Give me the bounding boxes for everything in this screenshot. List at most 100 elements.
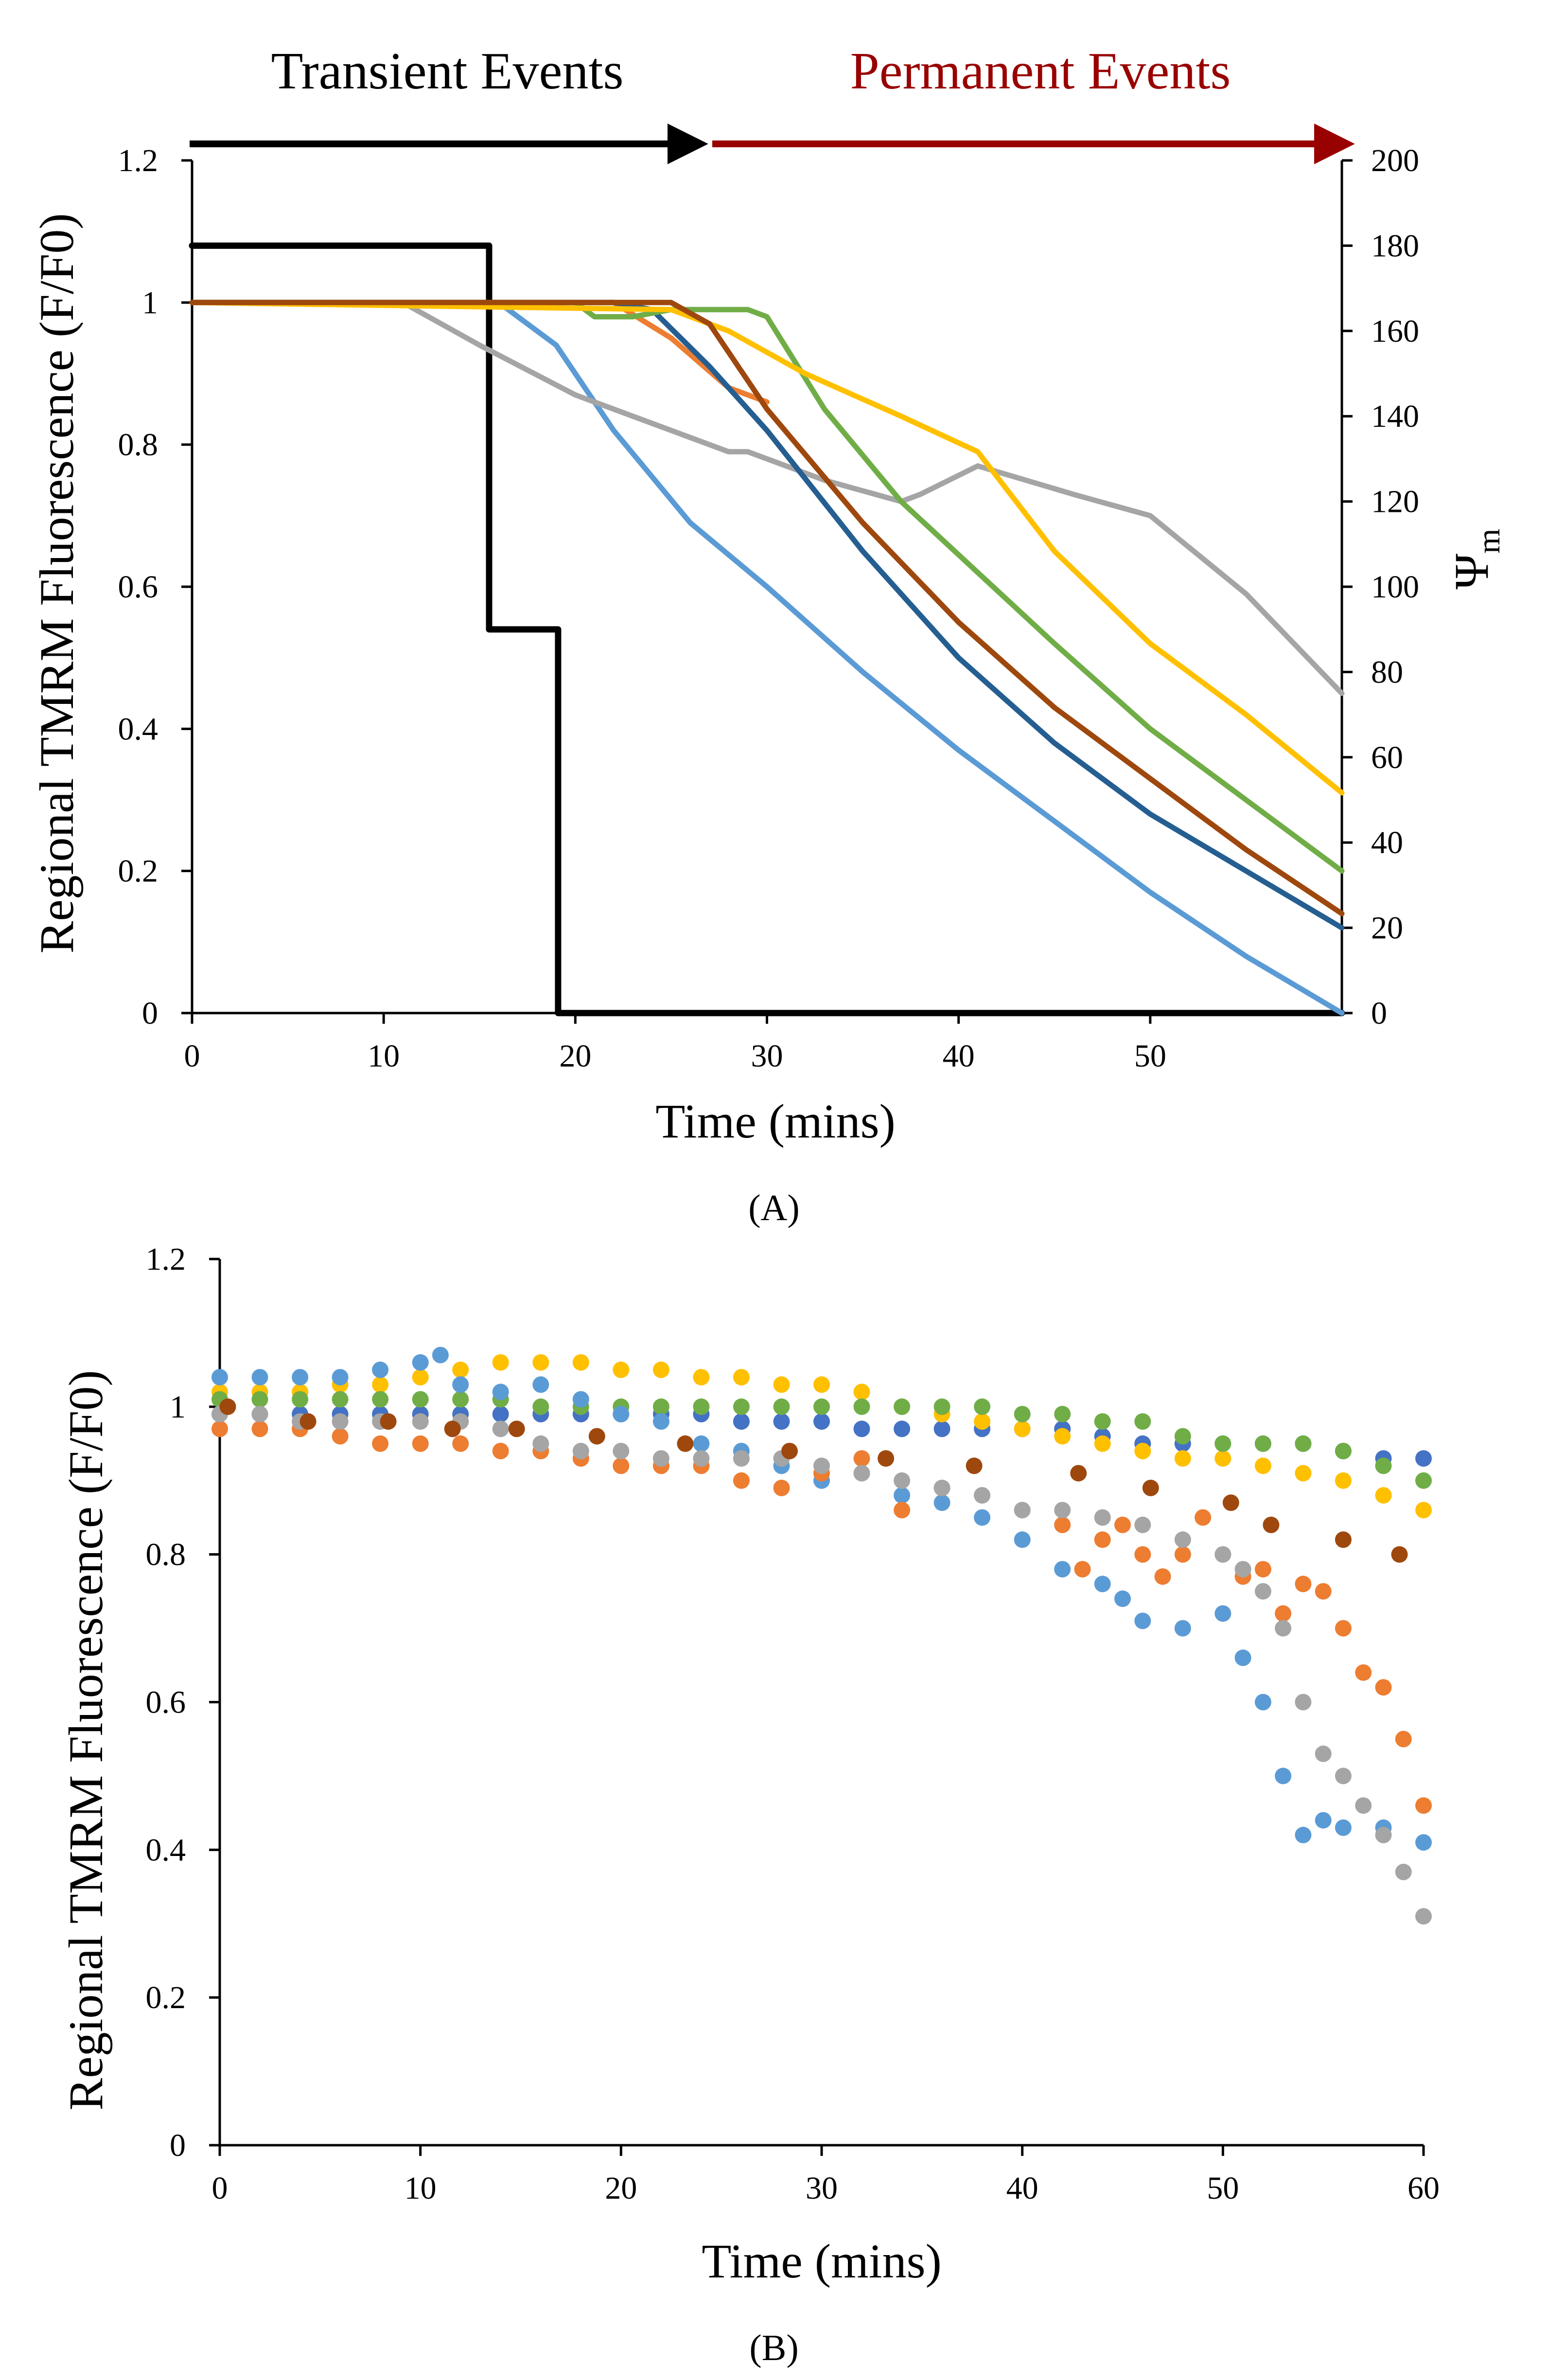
data-point-gray (652, 1450, 669, 1467)
data-point-light-blue (652, 1413, 669, 1430)
data-point-light-blue (211, 1369, 228, 1386)
panel-b-label: (B) (749, 2328, 798, 2368)
series-line-green (189, 299, 1345, 874)
data-point-orange (1074, 1561, 1091, 1578)
series-green (211, 1391, 1432, 1489)
x-tick-label: 10 (405, 2170, 437, 2206)
x-tick-label: 40 (943, 1038, 975, 1074)
y2-tick-label: 20 (1371, 910, 1403, 946)
data-point-light-blue (1275, 1768, 1292, 1785)
y-tick-label: 0.4 (146, 1832, 186, 1868)
series-line-gray (189, 299, 1345, 696)
chart-b-axes (209, 1258, 1425, 2156)
data-point-light-blue (613, 1406, 630, 1422)
data-point-orange (1054, 1516, 1071, 1533)
permanent-events-label: Permanent Events (850, 42, 1231, 100)
data-point-gray (1174, 1531, 1191, 1548)
series-yellow (211, 1354, 1432, 1519)
y2-tick-label: 160 (1371, 314, 1419, 349)
data-point-yellow (1174, 1450, 1191, 1467)
data-point-green (1014, 1406, 1031, 1422)
data-point-orange (412, 1435, 429, 1452)
data-point-orange (894, 1502, 911, 1519)
data-point-gray (251, 1406, 268, 1422)
y2-tick-label: 120 (1371, 484, 1419, 520)
chart-b-series (211, 1347, 1432, 1925)
y-tick-label: 0.8 (118, 427, 158, 463)
data-point-light-blue (532, 1376, 549, 1393)
y-tick-label: 1.2 (146, 1242, 186, 1277)
y-tick-label: 0.2 (146, 1980, 186, 2015)
y-tick-label: 0 (142, 996, 158, 1031)
data-point-light-blue (292, 1369, 309, 1386)
y2-tick-label: 0 (1371, 996, 1387, 1031)
series-light-blue (211, 1347, 1432, 1851)
x-tick-label: 20 (559, 1038, 591, 1074)
psi-subscript: m (1471, 528, 1507, 553)
data-point-light-blue (1295, 1826, 1312, 1843)
data-point-orange (372, 1435, 389, 1452)
data-point-yellow (974, 1413, 991, 1430)
data-point-light-blue (492, 1383, 509, 1400)
data-point-orange (1094, 1531, 1111, 1548)
series-line-dark-blue (189, 299, 1345, 931)
data-point-gray (1254, 1583, 1271, 1600)
y-tick-label: 1 (170, 1389, 186, 1425)
y2-tick-label: 60 (1371, 740, 1403, 775)
y-tick-label: 0.6 (118, 569, 158, 605)
data-point-dark-blue (853, 1420, 870, 1437)
data-point-gray (532, 1435, 549, 1452)
chart-a: 0 0.2 0.4 0.6 0.8 1 1.2 0 10 20 30 40 50 0 20 40 60 80 100… (30, 143, 1507, 1148)
data-point-green (1295, 1435, 1312, 1452)
data-point-green (813, 1398, 830, 1415)
data-point-green (1054, 1406, 1071, 1422)
data-point-green (853, 1398, 870, 1415)
data-point-green (652, 1398, 669, 1415)
data-point-yellow (693, 1369, 710, 1386)
y-tick-label: 0.8 (146, 1537, 186, 1573)
data-point-light-blue (452, 1376, 469, 1393)
data-point-gray (572, 1443, 589, 1459)
data-point-yellow (613, 1361, 630, 1378)
data-point-green (1134, 1413, 1151, 1430)
data-point-light-blue (1234, 1649, 1251, 1666)
data-point-gray (1054, 1502, 1071, 1519)
x-tick-label: 60 (1407, 2170, 1440, 2206)
series-orange (211, 1420, 1432, 1814)
data-point-gray (613, 1443, 630, 1459)
data-point-gray (1094, 1509, 1111, 1526)
data-point-green (894, 1398, 911, 1415)
data-point-yellow (853, 1383, 870, 1400)
data-point-yellow (1254, 1457, 1271, 1474)
data-point-yellow (1375, 1487, 1392, 1504)
y2-tick-label: 140 (1371, 399, 1419, 434)
data-point-light-blue (1174, 1620, 1191, 1637)
chart-a-axes (181, 159, 1353, 1024)
data-point-light-blue (432, 1347, 449, 1364)
y2-tick-label: 200 (1371, 143, 1419, 178)
y2-tick-label: 40 (1371, 825, 1403, 860)
data-point-brown (966, 1457, 983, 1474)
data-point-brown (219, 1398, 236, 1415)
data-point-light-blue (412, 1354, 429, 1371)
data-point-yellow (372, 1376, 389, 1393)
y2-tick-label: 180 (1371, 228, 1419, 263)
data-point-light-blue (1335, 1819, 1352, 1836)
data-point-gray (1134, 1516, 1151, 1533)
data-point-brown (588, 1428, 605, 1445)
data-point-yellow (1014, 1420, 1031, 1437)
data-point-yellow (773, 1376, 790, 1393)
data-point-light-blue (1254, 1694, 1271, 1711)
y-tick-label: 0 (170, 2128, 186, 2163)
data-point-light-blue (1114, 1590, 1131, 1607)
data-point-orange (1114, 1516, 1131, 1533)
data-point-dark-blue (894, 1420, 911, 1437)
transient-events-label: Transient Events (271, 42, 624, 100)
data-point-orange (1254, 1561, 1271, 1578)
data-point-gray (813, 1457, 830, 1474)
data-point-green (693, 1398, 710, 1415)
data-point-brown (677, 1435, 694, 1452)
data-point-yellow (733, 1369, 750, 1386)
data-point-yellow (1335, 1472, 1352, 1489)
data-point-orange (1295, 1575, 1312, 1592)
